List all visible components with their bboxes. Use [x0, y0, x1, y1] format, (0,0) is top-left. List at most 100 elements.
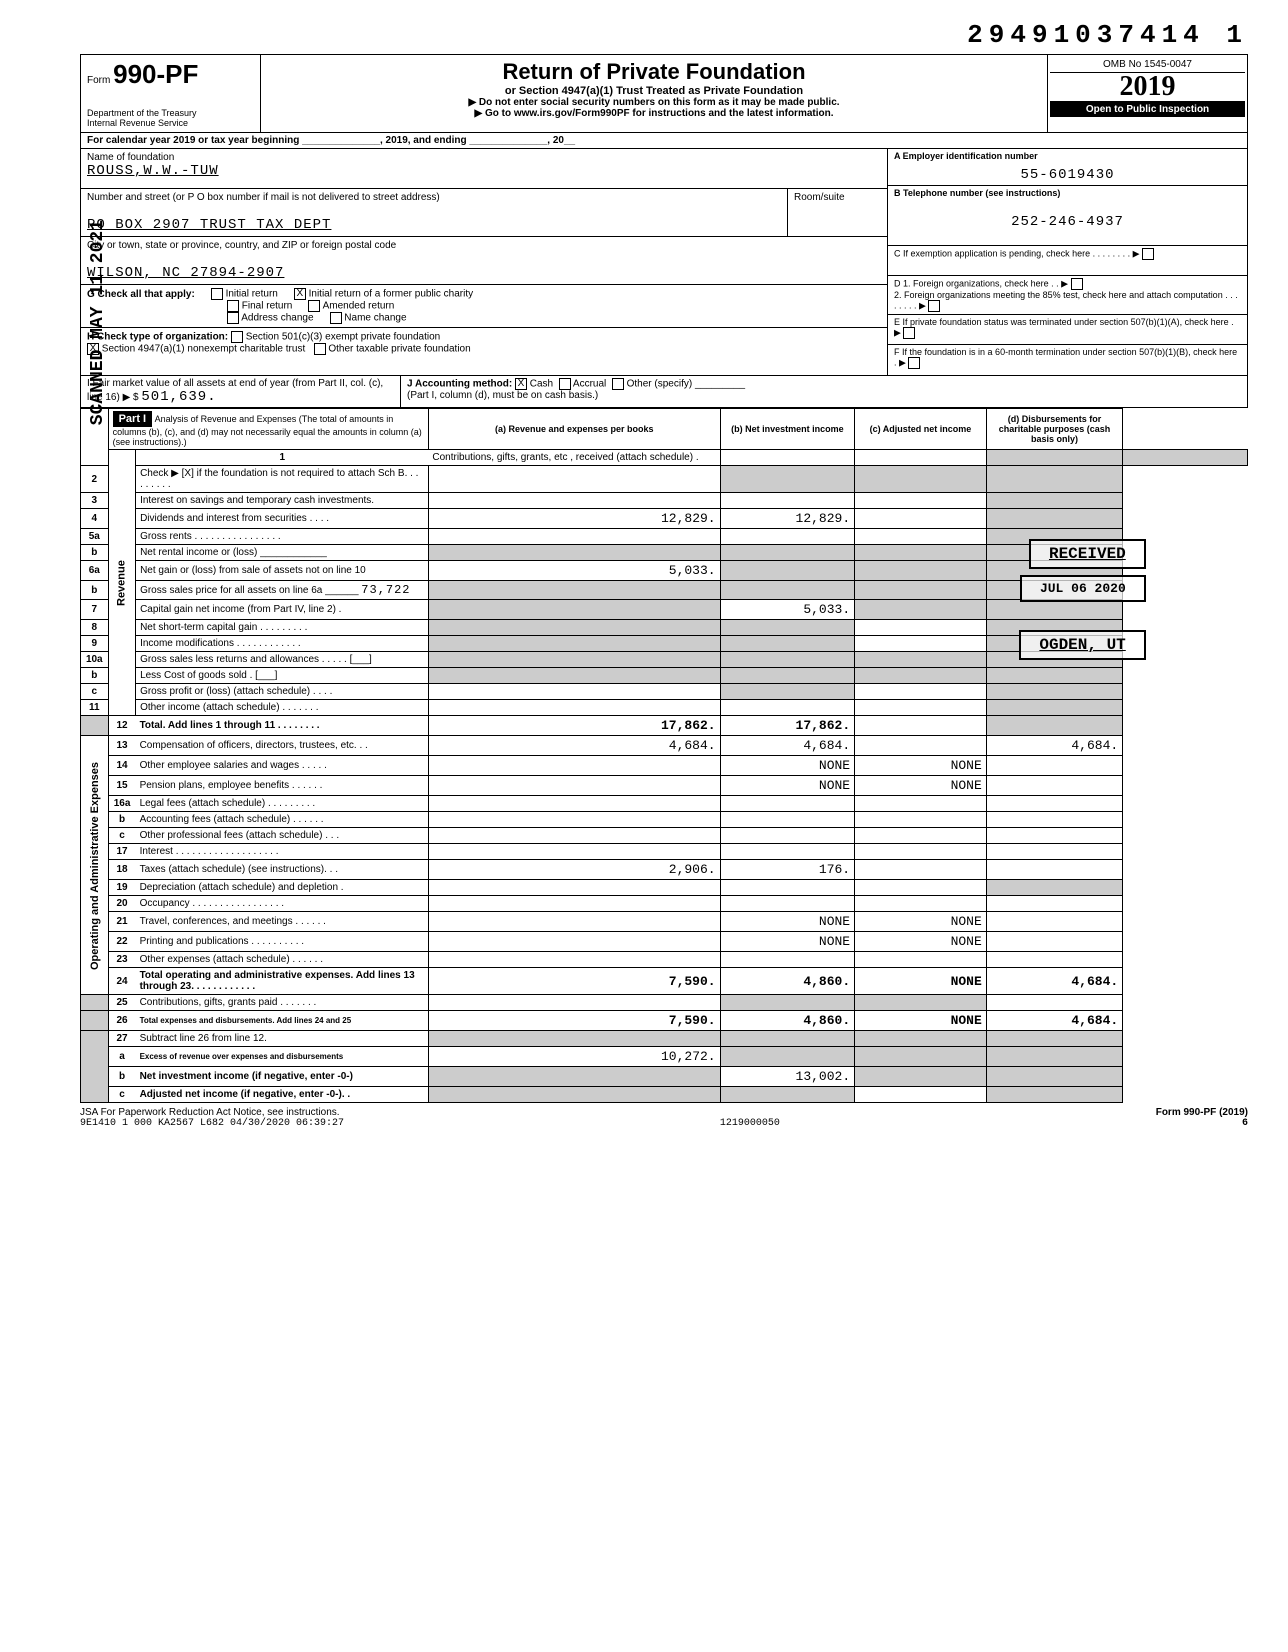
c-check[interactable] [1142, 248, 1154, 260]
table-row: Operating and Administrative Expenses 13… [81, 736, 1248, 756]
line-26-a: 7,590. [428, 1011, 720, 1031]
table-row: aExcess of revenue over expenses and dis… [81, 1047, 1248, 1067]
part1-table: Part I Analysis of Revenue and Expenses … [80, 408, 1248, 1103]
table-row: 27Subtract line 26 from line 12. [81, 1031, 1248, 1047]
c-cell: C If exemption application is pending, c… [888, 246, 1247, 276]
ssn-warning: ▶ Do not enter social security numbers o… [267, 97, 1041, 108]
line-15-desc: Pension plans, employee benefits . . . .… [136, 776, 429, 796]
line-27c-desc: Adjusted net income (if negative, enter … [136, 1087, 429, 1103]
line-27b-b: 13,002. [720, 1067, 855, 1087]
j-note: (Part I, column (d), must be on cash bas… [407, 390, 598, 401]
j-cell: J Accounting method: X Cash Accrual Othe… [401, 376, 1247, 407]
form-prefix: Form [87, 75, 110, 86]
g-initial-return-check[interactable] [211, 288, 223, 300]
g-address-change-check[interactable] [227, 312, 239, 324]
g-opt-4: Amended return [323, 301, 395, 312]
addr-label: Number and street (or P O box number if … [87, 192, 781, 203]
table-row: bAccounting fees (attach schedule) . . .… [81, 812, 1248, 828]
expense-side-label: Operating and Administrative Expenses [81, 736, 109, 995]
g-opt-2: Address change [241, 313, 313, 324]
table-row: 11Other income (attach schedule) . . . .… [81, 700, 1248, 716]
line-9-desc: Income modifications . . . . . . . . . .… [136, 636, 429, 652]
form-header: Form 990-PF Department of the Treasury I… [80, 54, 1248, 133]
room-cell: Room/suite [787, 189, 887, 236]
form-title: Return of Private Foundation [267, 59, 1041, 85]
line-3-desc: Interest on savings and temporary cash i… [136, 493, 429, 509]
line-17-desc: Interest . . . . . . . . . . . . . . . .… [136, 844, 429, 860]
line-20-desc: Occupancy . . . . . . . . . . . . . . . … [136, 896, 429, 912]
table-row: 22Printing and publications . . . . . . … [81, 932, 1248, 952]
line-6a-desc: Net gain or (loss) from sale of assets n… [136, 561, 429, 581]
line-4-b: 12,829. [720, 509, 855, 529]
open-inspection: Open to Public Inspection [1050, 102, 1245, 117]
col-b-header: (b) Net investment income [720, 409, 855, 450]
header-center: Return of Private Foundation or Section … [261, 55, 1047, 132]
f-check[interactable] [908, 357, 920, 369]
h-opt1: Section 501(c)(3) exempt private foundat… [246, 332, 441, 343]
table-row: 20Occupancy . . . . . . . . . . . . . . … [81, 896, 1248, 912]
f-cell: F If the foundation is in a 60-month ter… [888, 345, 1247, 375]
line-27a-a: 10,272. [428, 1047, 720, 1067]
j-cash-check[interactable]: X [515, 378, 527, 390]
line-24-c: NONE [855, 968, 987, 995]
dln-number: 29491037414 1 [80, 20, 1248, 50]
received-stamp: RECEIVED [1029, 539, 1146, 569]
h-opt3: Other taxable private foundation [328, 344, 470, 355]
line-27a-desc: Excess of revenue over expenses and disb… [136, 1047, 429, 1067]
a-label: A Employer identification number [894, 151, 1038, 161]
h-501c3-check[interactable] [231, 331, 243, 343]
table-row: 9Income modifications . . . . . . . . . … [81, 636, 1248, 652]
line-6a-a: 5,033. [428, 561, 720, 581]
line-15-c: NONE [855, 776, 987, 796]
line-27b-desc: Net investment income (if negative, ente… [136, 1067, 429, 1087]
d-cell: D 1. Foreign organizations, check here .… [888, 276, 1247, 315]
j-other: Other (specify) [627, 379, 693, 390]
line-10c-desc: Gross profit or (loss) (attach schedule)… [136, 684, 429, 700]
line-13-d: 4,684. [986, 736, 1122, 756]
j-other-check[interactable] [612, 378, 624, 390]
table-row: 23Other expenses (attach schedule) . . .… [81, 952, 1248, 968]
table-row: bNet rental income or (loss) ___________… [81, 545, 1248, 561]
header-right: OMB No 1545-0047 2019 Open to Public Ins… [1047, 55, 1247, 132]
line-18-b: 176. [720, 860, 855, 880]
h-other-check[interactable] [314, 343, 326, 355]
line-12-b: 17,862. [720, 716, 855, 736]
tax-year: 2019 [1050, 73, 1245, 102]
g-former-charity-check[interactable]: X [294, 288, 306, 300]
line-10b-desc: Less Cost of goods sold . [___] [136, 668, 429, 684]
table-row: 24Total operating and administrative exp… [81, 968, 1248, 995]
e-label: E If private foundation status was termi… [894, 317, 1234, 337]
line-24-a: 7,590. [428, 968, 720, 995]
name-label: Name of foundation [87, 152, 881, 163]
line-2-desc: Check ▶ [X] if the foundation is not req… [136, 466, 429, 493]
line-1-desc: Contributions, gifts, grants, etc , rece… [428, 450, 720, 466]
table-row: 16aLegal fees (attach schedule) . . . . … [81, 796, 1248, 812]
e-check[interactable] [903, 327, 915, 339]
paperwork-notice: JSA For Paperwork Reduction Act Notice, … [80, 1107, 344, 1118]
table-row: 17Interest . . . . . . . . . . . . . . .… [81, 844, 1248, 860]
line-10a-desc: Gross sales less returns and allowances … [136, 652, 429, 668]
line-19-desc: Depreciation (attach schedule) and deple… [136, 880, 429, 896]
j-accrual-check[interactable] [559, 378, 571, 390]
table-row: cAdjusted net income (if negative, enter… [81, 1087, 1248, 1103]
line-26-b: 4,860. [720, 1011, 855, 1031]
goto-link: ▶ Go to www.irs.gov/Form990PF for instru… [267, 108, 1041, 119]
g-opt-0: Initial return [226, 289, 278, 300]
line-26-desc: Total expenses and disbursements. Add li… [136, 1011, 429, 1031]
line-13-desc: Compensation of officers, directors, tru… [136, 736, 429, 756]
line-13-a: 4,684. [428, 736, 720, 756]
line-22-b: NONE [720, 932, 855, 952]
line-13-b: 4,684. [720, 736, 855, 756]
line-16a-desc: Legal fees (attach schedule) . . . . . .… [136, 796, 429, 812]
g-name-change-check[interactable] [330, 312, 342, 324]
d1-check[interactable] [1071, 278, 1083, 290]
d2-check[interactable] [928, 300, 940, 312]
line-6b-inline: 73,722 [361, 583, 410, 597]
g-opt-3: Initial return of a former public charit… [309, 289, 474, 300]
table-row: 19Depreciation (attach schedule) and dep… [81, 880, 1248, 896]
table-row: 3Interest on savings and temporary cash … [81, 493, 1248, 509]
g-final-return-check[interactable] [227, 300, 239, 312]
table-row: bGross sales price for all assets on lin… [81, 581, 1248, 600]
table-row: 18Taxes (attach schedule) (see instructi… [81, 860, 1248, 880]
g-amended-check[interactable] [308, 300, 320, 312]
